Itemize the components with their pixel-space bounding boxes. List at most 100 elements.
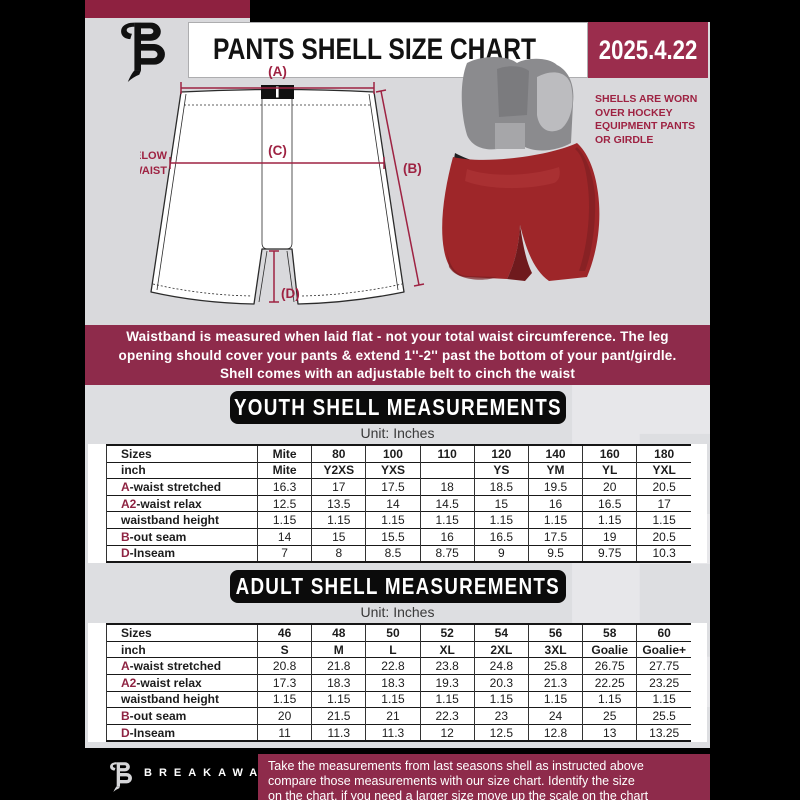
size-cell: M (311, 641, 366, 658)
size-cell: 26.75 (582, 657, 637, 675)
size-cell: 19.3 (419, 674, 475, 692)
size-cell: 58 (582, 624, 637, 642)
table-row: A-waist stretched 20.8 21.8 22.8 23.8 24.8 25.… (106, 657, 691, 675)
notice-line: opening should cover your pants & extend… (118, 347, 677, 363)
size-cell: 1.15 (419, 691, 475, 708)
footer-line: Take the measurements from last seasons … (268, 759, 644, 773)
size-cell: 16 (527, 495, 583, 512)
size-cell: 22.8 (365, 657, 421, 675)
size-cell: 110 (419, 445, 475, 463)
table-row: inch S M L XL 2XL 3XL Goalie Goalie+ (106, 641, 691, 658)
photo-note-line: SHELLS ARE WORN (595, 93, 698, 105)
size-cell: 20.3 (473, 674, 529, 692)
size-cell: 8 (311, 545, 366, 563)
size-cell: 48 (311, 624, 366, 642)
size-cell: 23.8 (419, 657, 475, 675)
size-cell: 1.15 (527, 691, 583, 708)
row-label: B-out seam (106, 707, 258, 725)
size-cell: 8.5 (365, 545, 421, 563)
brand-name: BREAKAWAY (144, 767, 278, 779)
row-label: D-Inseam (106, 545, 258, 563)
adult-title-pill: ADULT SHELL MEASUREMENTS (229, 570, 566, 604)
size-cell: 23 (473, 707, 529, 725)
size-cell: Y2XS (311, 462, 366, 479)
size-cell: 14 (256, 528, 312, 546)
size-cell: 56 (527, 624, 583, 642)
size-cell: 1.15 (365, 691, 421, 708)
table-row: inch Mite Y2XS YXS YS YM YL YXL (106, 462, 691, 479)
size-cell: 23.25 (636, 674, 691, 692)
size-cell: 27.75 (636, 657, 691, 675)
size-cell: 16.5 (473, 528, 529, 546)
measurement-notice-banner: Waistband is measured when laid flat - n… (85, 325, 710, 385)
size-cell: 1.15 (636, 691, 691, 708)
size-cell: Mite (256, 445, 312, 463)
size-cell: 17 (636, 495, 691, 512)
size-cell: 12.8 (527, 724, 583, 742)
size-cell: 12 (419, 724, 475, 742)
size-cell: 15 (473, 495, 529, 512)
photo-note-line: OVER HOCKEY (595, 106, 673, 119)
size-cell: 11 (256, 724, 312, 742)
size-cell: 21.8 (311, 657, 366, 675)
row-label: Sizes (106, 624, 258, 642)
size-cell: 19 (582, 528, 637, 546)
size-cell: 18.3 (311, 674, 366, 692)
size-cell: 24.8 (473, 657, 529, 675)
photo-note-line: EQUIPMENT PANTS (595, 120, 696, 132)
size-cell: 13.25 (636, 724, 691, 742)
size-cell: 20.5 (636, 478, 691, 496)
size-cell: YL (582, 462, 637, 479)
size-cell: YM (527, 462, 583, 479)
table-row: waistband height 1.15 1.15 1.15 1.15 1.15 1.15… (106, 511, 691, 529)
size-cell: 20 (256, 707, 312, 725)
size-cell: 19.5 (527, 478, 583, 496)
size-cell: 24 (527, 707, 583, 725)
size-cell: 10.3 (636, 545, 691, 563)
size-cell: 15 (311, 528, 366, 546)
size-cell: 1.15 (636, 511, 691, 529)
size-cell: 14 (365, 495, 421, 512)
size-cell: 1.15 (256, 691, 312, 708)
size-cell: 54 (473, 624, 529, 642)
size-cell: 1.15 (256, 511, 312, 529)
size-cell: 1.15 (311, 511, 366, 529)
dim-b-label: (B) (403, 161, 422, 176)
size-cell: 46 (256, 624, 312, 642)
size-cell: 25.8 (527, 657, 583, 675)
row-label: A2-waist relax (106, 674, 258, 692)
size-cell: 100 (365, 445, 421, 463)
row-label: B-out seam (106, 528, 258, 546)
table-row: A2-waist relax 17.3 18.3 18.3 19.3 20.3 21.3 22… (106, 674, 691, 692)
size-cell: 14.5 (419, 495, 475, 512)
top-section: PANTS SHELL SIZE CHART 2025.4.22 (85, 0, 710, 325)
row-label: A2-waist relax (106, 495, 258, 512)
size-cell: 18 (419, 478, 475, 496)
footer-line: compare those measurements with our size… (268, 774, 635, 788)
size-cell (419, 462, 475, 479)
adult-title: ADULT SHELL MEASUREMENTS (235, 573, 560, 600)
size-cell: 21 (365, 707, 421, 725)
row-label: D-Inseam (106, 724, 258, 742)
notice-line: Shell comes with an adjustable belt to c… (219, 366, 576, 381)
size-cell: 21.5 (311, 707, 366, 725)
size-cell: 1.15 (527, 511, 583, 529)
size-cell: 15.5 (365, 528, 421, 546)
size-cell: L (365, 641, 421, 658)
belt-buckle-icon (261, 85, 294, 99)
tables-section: B YOUTH SHELL MEASUREMENTS Unit: Inches … (85, 385, 710, 748)
size-cell: 1.15 (582, 691, 637, 708)
dimension-lines (169, 82, 425, 303)
youth-table-block: Sizes Mite 80 100 110 120 140 160 180 inch Mite Y2X… (88, 444, 707, 564)
size-cell: XL (419, 641, 475, 658)
size-cell: 140 (527, 445, 583, 463)
dim-d-label: (D) (281, 286, 300, 301)
size-cell: YXL (636, 462, 691, 479)
table-row: A2-waist relax 12.5 13.5 14 14.5 15 16 16.5 17 (106, 495, 691, 512)
size-cell: S (256, 641, 312, 658)
size-cell: 13 (582, 724, 637, 742)
size-cell: YS (473, 462, 529, 479)
size-cell: 52 (419, 624, 475, 642)
adult-unit-label: Unit: Inches (360, 604, 435, 621)
